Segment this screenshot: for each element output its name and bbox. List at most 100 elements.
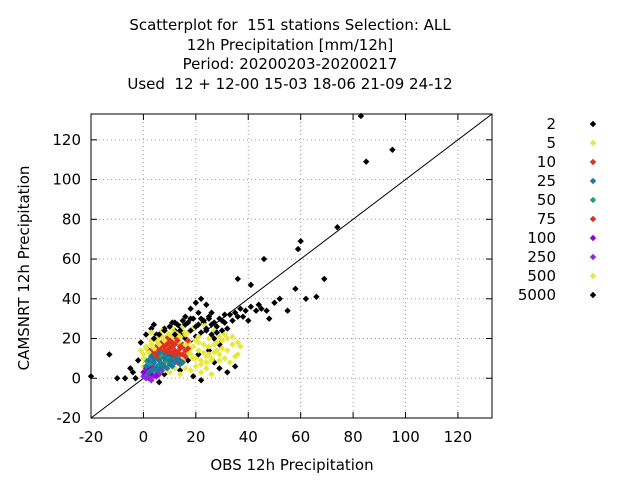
- data-point-2: [190, 315, 197, 322]
- x-tick-label: 60: [291, 428, 310, 446]
- y-tick-label: -20: [57, 409, 82, 427]
- legend-label-5: 5: [546, 134, 556, 152]
- legend-marker-2: [589, 120, 597, 128]
- data-point-500: [203, 365, 210, 372]
- data-point-5000: [213, 323, 221, 330]
- data-point-25: [171, 359, 179, 366]
- data-point-5: [200, 349, 207, 356]
- data-point-5000: [229, 317, 236, 324]
- data-point-10: [169, 339, 176, 346]
- data-point-5: [203, 359, 210, 366]
- data-point-5: [195, 339, 202, 346]
- y-tick-label: 40: [62, 290, 81, 308]
- data-point-5: [197, 357, 205, 364]
- data-point-2: [150, 335, 158, 342]
- data-point-2: [184, 319, 192, 326]
- data-point-5000: [276, 295, 283, 302]
- data-point-10: [171, 351, 179, 358]
- data-point-25: [150, 365, 158, 372]
- data-point-5: [208, 355, 215, 362]
- data-point-25: [166, 361, 173, 368]
- data-point-5: [145, 349, 152, 356]
- data-point-500: [213, 339, 221, 346]
- data-point-2: [195, 321, 202, 328]
- data-point-5000: [121, 375, 129, 382]
- data-point-5000: [150, 321, 158, 328]
- data-point-500: [224, 347, 231, 354]
- data-point-5000: [389, 146, 396, 153]
- data-point-5000: [237, 305, 244, 312]
- data-point-25: [161, 355, 168, 362]
- data-point-25: [155, 349, 163, 356]
- data-point-500: [176, 371, 184, 378]
- data-point-5: [229, 333, 236, 340]
- data-point-25: [145, 357, 152, 364]
- data-point-2: [171, 331, 179, 338]
- data-point-100: [140, 369, 147, 376]
- data-point-2: [200, 317, 207, 324]
- data-point-5: [148, 341, 155, 348]
- data-point-10: [176, 343, 184, 350]
- data-point-5: [192, 355, 200, 362]
- data-point-2: [174, 321, 181, 328]
- data-point-500: [208, 371, 215, 378]
- data-point-5000: [263, 307, 270, 314]
- title-line-3: Period: 20200203-20200217: [182, 55, 398, 74]
- data-point-5000: [302, 295, 310, 302]
- legend-marker-250: [589, 253, 597, 261]
- data-point-2: [210, 319, 218, 326]
- x-tick-label: -20: [79, 428, 104, 446]
- x-tick-label: 120: [444, 428, 473, 446]
- data-point-25: [155, 357, 163, 364]
- data-point-2: [205, 313, 213, 320]
- data-point-5000: [255, 301, 262, 308]
- data-point-5: [210, 341, 218, 348]
- data-point-500: [195, 347, 202, 354]
- data-point-500: [200, 341, 207, 348]
- data-point-2: [176, 327, 184, 334]
- data-point-5000: [137, 339, 144, 346]
- data-point-5: [234, 339, 241, 346]
- plot-frame: [90, 113, 493, 419]
- title-line-2: 12h Precipitation [mm/12h]: [186, 35, 394, 54]
- data-point-250: [140, 373, 147, 380]
- data-point-500: [140, 351, 147, 358]
- data-point-5000: [205, 347, 213, 354]
- legend-marker-100: [589, 234, 597, 242]
- data-point-5: [150, 345, 158, 352]
- legend-label-100: 100: [527, 229, 556, 247]
- legend-marker-25: [589, 177, 597, 185]
- data-point-5000: [294, 245, 302, 253]
- data-point-500: [234, 351, 241, 358]
- legend-marker-50: [589, 196, 597, 204]
- data-point-2: [203, 325, 210, 332]
- data-point-500: [226, 359, 234, 366]
- data-point-5000: [221, 319, 228, 326]
- data-point-5000: [197, 295, 205, 302]
- data-point-5: [224, 335, 231, 342]
- data-point-5000: [132, 375, 139, 382]
- data-point-5: [161, 337, 168, 344]
- data-point-5000: [321, 275, 328, 283]
- data-point-5000: [260, 255, 268, 263]
- data-point-5000: [148, 325, 155, 332]
- data-point-2: [166, 323, 173, 330]
- data-point-25: [150, 359, 158, 366]
- data-point-5000: [231, 363, 239, 370]
- data-point-500: [229, 341, 236, 348]
- data-point-2: [187, 327, 194, 334]
- y-tick-label: 0: [71, 369, 81, 387]
- data-point-5000: [161, 371, 168, 378]
- data-point-5: [182, 341, 189, 348]
- data-point-500: [237, 343, 244, 350]
- data-point-5000: [271, 299, 278, 306]
- data-point-5000: [224, 369, 231, 376]
- data-point-5000: [210, 335, 218, 342]
- data-point-5: [213, 347, 221, 354]
- legend-label-250: 250: [527, 248, 556, 266]
- data-point-5000: [226, 311, 234, 318]
- data-point-5: [140, 355, 147, 362]
- data-point-500: [221, 331, 228, 338]
- data-point-5000: [247, 281, 255, 289]
- y-tick-label: 100: [52, 171, 81, 189]
